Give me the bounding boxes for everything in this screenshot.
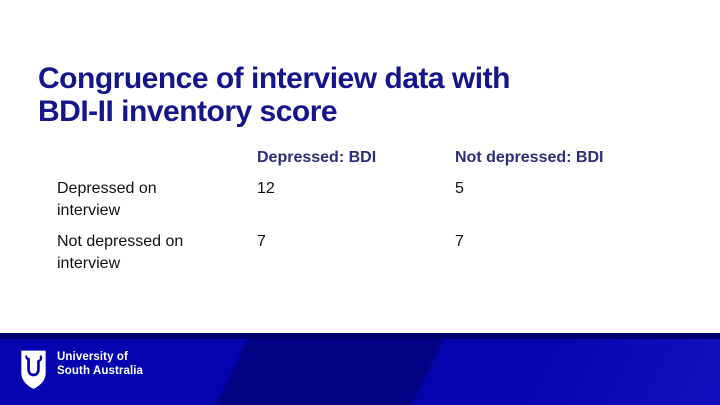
university-name: University of South Australia [57, 351, 143, 378]
table-row: Not depressed on interview 7 7 [57, 231, 670, 275]
table-header-not-depressed-bdi: Not depressed: BDI [455, 149, 604, 166]
table-cell: 7 [455, 233, 464, 250]
row-label: Not depressed on interview [57, 231, 257, 275]
table-header-row: Depressed: BDI Not depressed: BDI [57, 147, 670, 178]
row-label-text: Not depressed on interview [57, 233, 184, 272]
footer-bar: University of South Australia [0, 333, 720, 405]
page-title: Congruence of interview data with BDI-II… [38, 62, 678, 128]
table-cell: 12 [257, 180, 275, 197]
table-header-depressed-bdi: Depressed: BDI [257, 149, 377, 166]
table-header-empty [57, 147, 257, 178]
row-label: Depressed on interview [57, 178, 257, 231]
congruence-table: Depressed: BDI Not depressed: BDI Depres… [57, 147, 670, 275]
university-name-line-1: University of [57, 351, 128, 363]
table-cell: 7 [257, 233, 266, 250]
unisa-shield-icon [21, 350, 46, 389]
row-label-text: Depressed on interview [57, 180, 157, 219]
page-title-line-2: BDI-II inventory score [38, 95, 338, 129]
table-cell: 5 [455, 180, 464, 197]
table-row: Depressed on interview 12 5 [57, 178, 670, 231]
page-title-line-1: Congruence of interview data with [38, 62, 510, 96]
university-name-line-2: South Australia [57, 364, 144, 377]
